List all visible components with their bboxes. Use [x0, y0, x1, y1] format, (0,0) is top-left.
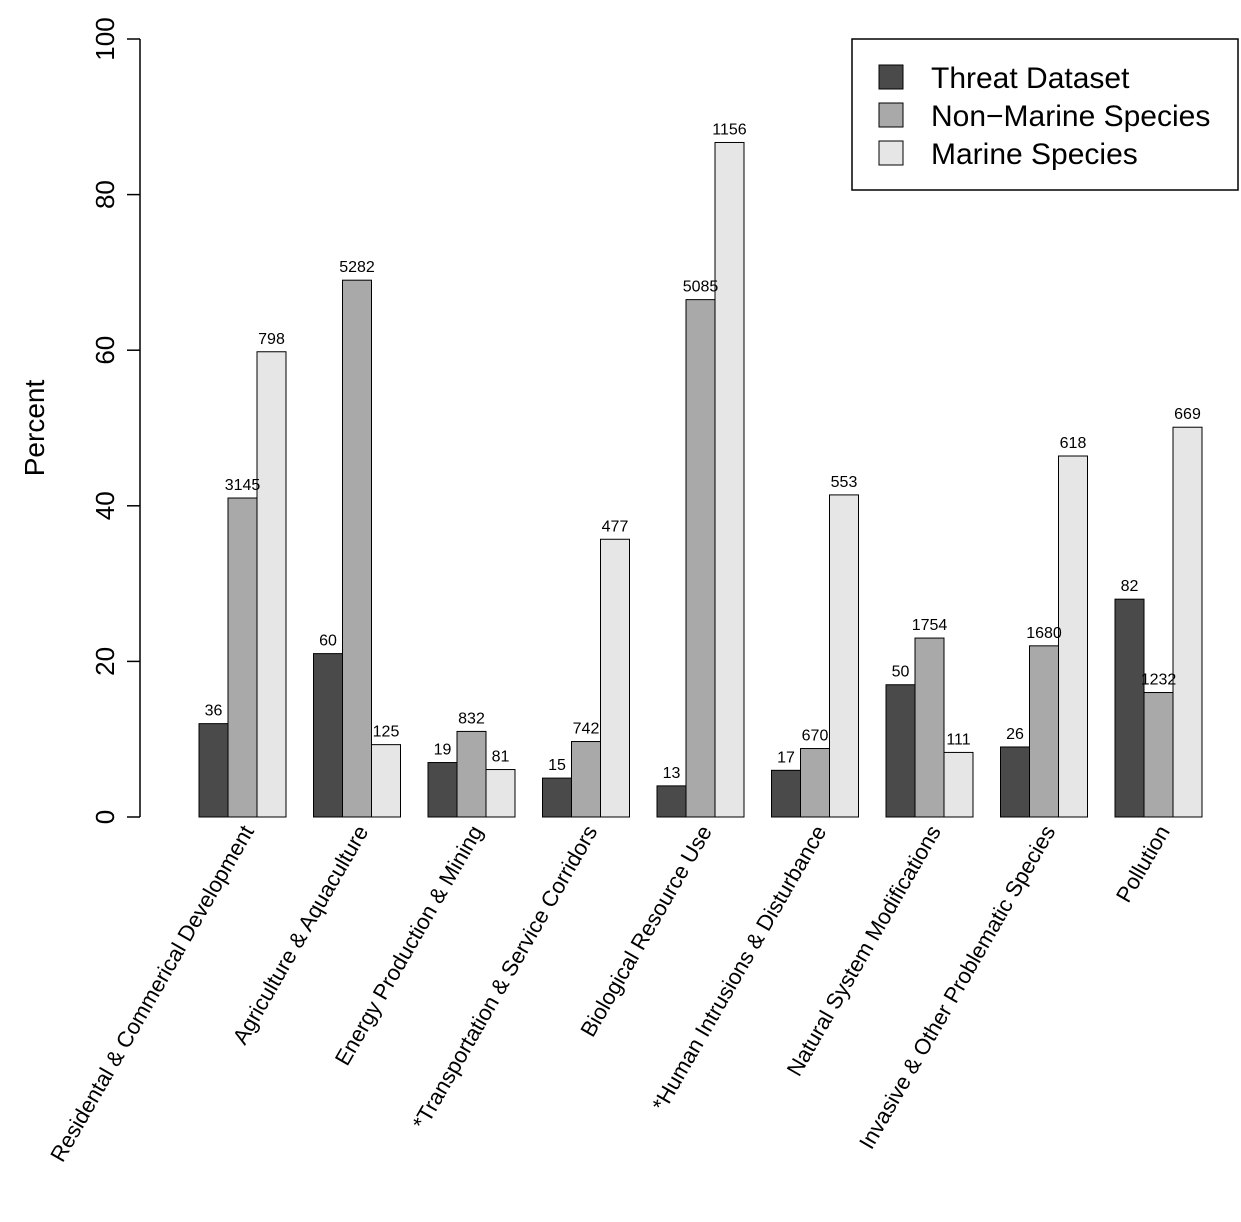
bar — [571, 741, 601, 818]
bar-value-label: 3145 — [225, 477, 261, 494]
y-tick-label: 100 — [90, 17, 120, 60]
bar-value-label: 125 — [373, 724, 400, 741]
bar-value-label: 832 — [458, 710, 485, 727]
bar — [342, 279, 372, 818]
bar — [1172, 426, 1203, 818]
bar — [656, 785, 687, 818]
bar-value-label: 60 — [319, 633, 337, 650]
bar — [800, 748, 830, 818]
y-axis-title: Percent — [19, 380, 50, 477]
category-label: Biological Resource Use — [575, 821, 716, 1041]
bar-value-label: 1680 — [1026, 625, 1062, 642]
legend-swatch — [878, 140, 904, 166]
bar-value-label: 742 — [573, 721, 600, 738]
legend-label: Threat Dataset — [931, 62, 1130, 95]
bar — [542, 777, 572, 818]
bar-value-label: 36 — [205, 703, 223, 720]
bar-value-label: 1156 — [712, 121, 747, 138]
y-tick-label: 0 — [90, 810, 120, 824]
y-axis: 0 20 40 60 80 100 — [90, 17, 141, 824]
bar — [1058, 455, 1088, 818]
bar-value-label: 13 — [663, 765, 681, 782]
bar-value-label: 670 — [802, 728, 829, 745]
bar — [485, 769, 516, 818]
bar-value-label: 111 — [946, 731, 970, 748]
bar — [1114, 598, 1145, 818]
bar-value-label: 5282 — [339, 259, 375, 276]
category-label: Agriculture & Aquaculture — [228, 821, 374, 1049]
y-axis-title-group: Percent — [19, 380, 50, 477]
bar-value-label: 19 — [434, 742, 452, 759]
bar-value-label: 26 — [1006, 726, 1024, 743]
bar — [313, 653, 343, 818]
bar — [456, 730, 487, 818]
bar — [227, 497, 258, 818]
bar-value-label: 50 — [892, 664, 910, 681]
bar — [943, 751, 974, 818]
bar — [914, 637, 945, 818]
bar-value-label: 1754 — [912, 617, 948, 634]
bar — [714, 141, 745, 818]
bar-value-labels: 36 3145 798 60 5282 125 19 832 81 15 742 477 13 5085 1… — [205, 121, 1201, 781]
legend-swatch — [878, 102, 904, 128]
bar-value-label: 82 — [1121, 578, 1139, 595]
bar-value-label: 798 — [258, 331, 285, 348]
legend-label: Marine Species — [931, 138, 1138, 171]
bar-value-label: 81 — [492, 749, 510, 766]
bar-value-label: 17 — [777, 749, 795, 766]
bar-value-label: 618 — [1060, 435, 1087, 452]
category-label: Pollution — [1111, 821, 1175, 907]
y-tick-label: 40 — [90, 491, 120, 520]
y-tick-label: 20 — [90, 647, 120, 676]
bar-value-label: 1232 — [1141, 672, 1177, 689]
bar — [427, 762, 458, 818]
legend: Threat Dataset Non−Marine Species Marine S… — [851, 38, 1239, 191]
bar — [829, 494, 859, 818]
bar — [1029, 645, 1059, 818]
legend-box — [851, 38, 1239, 191]
bar — [198, 723, 229, 818]
category-label: Residental & Commerical Development — [45, 821, 259, 1166]
category-label: Invasive & Other Problematic Species — [854, 821, 1060, 1153]
bar-value-label: 553 — [831, 474, 858, 491]
bar — [1000, 746, 1030, 818]
bar-value-label: 5085 — [683, 279, 719, 296]
legend-label: Non−Marine Species — [931, 100, 1210, 133]
bar-value-label: 477 — [602, 518, 629, 535]
y-tick-label: 60 — [90, 336, 120, 365]
category-labels: Residental & Commerical DevelopmentAgric… — [45, 821, 1175, 1166]
bar — [1143, 692, 1174, 818]
category-label: *Transportation & Service Corridors — [407, 821, 602, 1134]
bars — [198, 141, 1203, 818]
y-tick-label: 80 — [90, 180, 120, 209]
bar — [256, 351, 287, 818]
legend-swatch — [878, 64, 904, 90]
bar — [771, 769, 801, 818]
bar — [885, 684, 916, 818]
bar — [371, 744, 401, 818]
bar-value-label: 669 — [1174, 406, 1201, 423]
bar-value-label: 15 — [548, 757, 566, 774]
bar — [600, 538, 630, 818]
bar — [685, 299, 716, 818]
